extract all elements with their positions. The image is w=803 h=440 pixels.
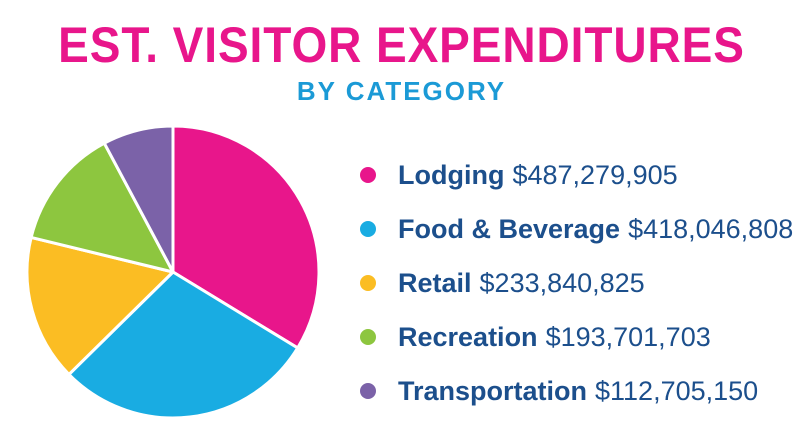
legend-value: $112,705,150 bbox=[595, 375, 759, 406]
legend-label: Retail bbox=[398, 267, 472, 298]
legend-item: Retail $233,840,825 bbox=[360, 256, 793, 310]
legend-dot-icon bbox=[360, 167, 376, 183]
pie-slice-recreation bbox=[29, 141, 175, 274]
legend-value: $418,046,808 bbox=[628, 213, 794, 244]
pie-slice-lodging bbox=[171, 124, 321, 350]
legend-value: $487,279,905 bbox=[512, 159, 678, 190]
legend-value: $193,701,703 bbox=[545, 321, 711, 352]
chart-title: EST. VISITOR EXPENDITURES bbox=[58, 17, 745, 73]
pie-slice-food-beverage bbox=[67, 270, 300, 420]
pie-chart bbox=[25, 124, 321, 420]
legend-dot-icon bbox=[360, 383, 376, 399]
legend-item: Recreation $193,701,703 bbox=[360, 310, 793, 364]
pie-slice-retail bbox=[25, 235, 175, 376]
pie-slice-transportation bbox=[102, 124, 175, 274]
legend-label: Lodging bbox=[398, 159, 505, 190]
chart-subtitle: BY CATEGORY bbox=[296, 76, 507, 106]
legend-item: Food & Beverage $418,046,808 bbox=[360, 202, 793, 256]
legend-label: Food & Beverage bbox=[398, 213, 621, 244]
chart-legend: Lodging $487,279,905 Food & Beverage $418,0… bbox=[360, 148, 793, 418]
legend-dot-icon bbox=[360, 221, 376, 237]
legend-item: Lodging $487,279,905 bbox=[360, 148, 793, 202]
legend-value: $233,840,825 bbox=[479, 267, 645, 298]
legend-label: Recreation bbox=[398, 321, 538, 352]
legend-dot-icon bbox=[360, 275, 376, 291]
legend-item: Transportation $112,705,150 bbox=[360, 364, 793, 418]
legend-label: Transportation bbox=[398, 375, 588, 406]
legend-dot-icon bbox=[360, 329, 376, 345]
